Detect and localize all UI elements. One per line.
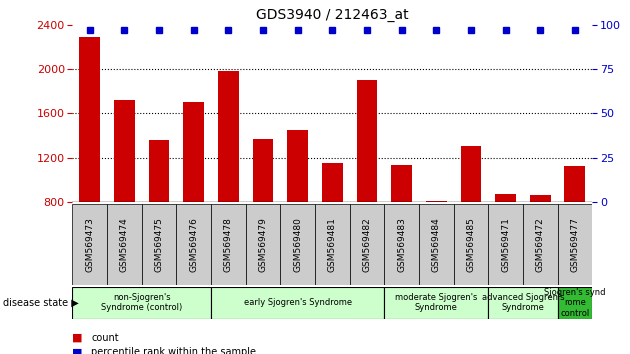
Text: GSM569479: GSM569479: [258, 217, 268, 272]
Text: GSM569476: GSM569476: [189, 217, 198, 272]
Bar: [72, 204, 107, 285]
Text: GSM569482: GSM569482: [362, 217, 372, 272]
Text: advanced Sjogren's
Syndrome: advanced Sjogren's Syndrome: [481, 293, 564, 312]
Text: GSM569478: GSM569478: [224, 217, 233, 272]
Bar: [384, 287, 488, 319]
Text: non-Sjogren's
Syndrome (control): non-Sjogren's Syndrome (control): [101, 293, 182, 312]
Bar: [384, 204, 419, 285]
Text: Sjogren's synd
rome
control: Sjogren's synd rome control: [544, 288, 605, 318]
Text: percentile rank within the sample: percentile rank within the sample: [91, 347, 256, 354]
Text: GSM569474: GSM569474: [120, 217, 129, 272]
Text: ■: ■: [72, 333, 83, 343]
Text: moderate Sjogren's
Syndrome: moderate Sjogren's Syndrome: [395, 293, 478, 312]
Bar: [530, 195, 551, 202]
Bar: [564, 166, 585, 202]
Text: GSM569480: GSM569480: [293, 217, 302, 272]
Bar: [280, 204, 315, 285]
Text: disease state ▶: disease state ▶: [3, 298, 79, 308]
Bar: [419, 204, 454, 285]
Bar: [523, 204, 558, 285]
Text: GSM569475: GSM569475: [154, 217, 164, 272]
Bar: [79, 37, 100, 202]
Bar: [114, 100, 135, 202]
Text: GSM569481: GSM569481: [328, 217, 337, 272]
Bar: [357, 80, 377, 202]
Bar: [107, 204, 142, 285]
Bar: [211, 204, 246, 285]
Text: ■: ■: [72, 347, 83, 354]
Text: count: count: [91, 333, 119, 343]
Text: GSM569473: GSM569473: [85, 217, 94, 272]
Bar: [495, 194, 516, 202]
Bar: [246, 204, 280, 285]
Text: GSM569485: GSM569485: [466, 217, 476, 272]
Text: GSM569472: GSM569472: [536, 217, 545, 272]
Bar: [72, 287, 211, 319]
Bar: [558, 287, 592, 319]
Bar: [454, 204, 488, 285]
Text: GSM569483: GSM569483: [397, 217, 406, 272]
Bar: [176, 204, 211, 285]
Bar: [461, 147, 481, 202]
Bar: [315, 204, 350, 285]
Text: early Sjogren's Syndrome: early Sjogren's Syndrome: [244, 298, 352, 307]
Text: GSM569471: GSM569471: [501, 217, 510, 272]
Bar: [350, 204, 384, 285]
Bar: [488, 204, 523, 285]
Bar: [183, 102, 204, 202]
Bar: [391, 165, 412, 202]
Bar: [142, 204, 176, 285]
Bar: [218, 71, 239, 202]
Text: GSM569477: GSM569477: [570, 217, 580, 272]
Bar: [149, 140, 169, 202]
Bar: [211, 287, 384, 319]
Title: GDS3940 / 212463_at: GDS3940 / 212463_at: [256, 8, 409, 22]
Bar: [488, 287, 558, 319]
Bar: [287, 130, 308, 202]
Bar: [558, 204, 592, 285]
Text: GSM569484: GSM569484: [432, 217, 441, 272]
Bar: [426, 201, 447, 202]
Bar: [253, 139, 273, 202]
Bar: [322, 163, 343, 202]
